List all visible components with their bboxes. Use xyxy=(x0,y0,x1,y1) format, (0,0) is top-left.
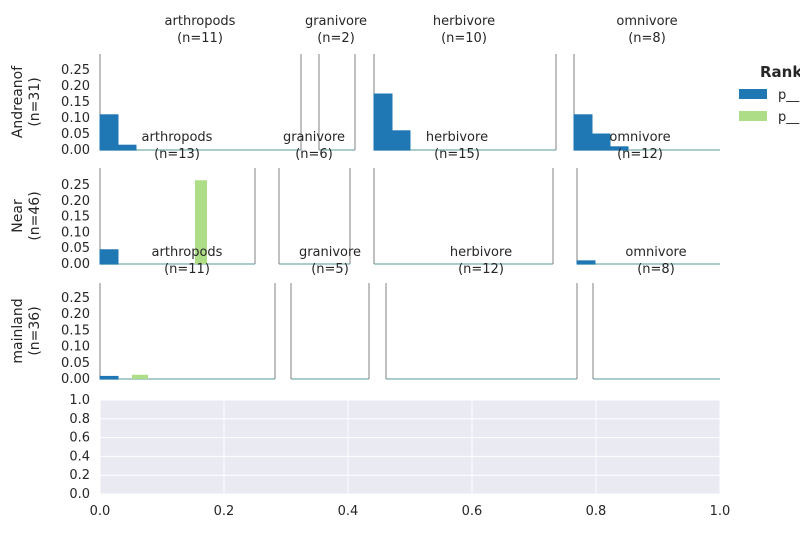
panel-count: (n=5) xyxy=(311,262,349,277)
y-tick-label: 0.25 xyxy=(61,291,90,306)
row-label: mainland(n=36) xyxy=(10,298,43,363)
row-label-line: (n=31) xyxy=(27,77,43,126)
subplot-row-2: 0.000.050.100.150.200.25Near(n=46)arthro… xyxy=(10,130,720,272)
x-tick-label: 0.6 xyxy=(462,504,483,519)
x-tick-label: 0.2 xyxy=(214,504,235,519)
y-tick-label: 0.00 xyxy=(61,257,90,272)
bottom-axes: 0.0 0.2 0.4 0.6 0.8 1.0 0.0 0.2 0.4 0.6 0.8 1.0 xyxy=(69,393,730,519)
y-tick-label: 0.10 xyxy=(61,111,90,126)
panel-count: (n=12) xyxy=(458,262,504,277)
row-label: Near(n=46) xyxy=(10,191,43,240)
legend: Rank p__ p__ xyxy=(739,63,800,125)
panel-count: (n=8) xyxy=(628,31,666,46)
panel-title: herbivore xyxy=(426,130,488,145)
panel-count: (n=10) xyxy=(441,31,487,46)
panel-title: arthropods xyxy=(165,14,236,29)
row-label-line: mainland xyxy=(10,298,26,363)
bar-series1 xyxy=(99,249,119,265)
y-tick-label: 0.6 xyxy=(69,431,90,446)
y-tick-label: 0.10 xyxy=(61,340,90,355)
row-label-line: (n=46) xyxy=(27,191,43,240)
panel-count: (n=6) xyxy=(295,147,333,162)
row-label-line: Near xyxy=(10,199,26,233)
y-tick-label: 0.15 xyxy=(61,210,90,225)
y-tick-label: 0.2 xyxy=(69,468,90,483)
y-tick-label: 0.4 xyxy=(69,449,90,464)
panel-count: (n=11) xyxy=(164,262,210,277)
y-tick-label: 0.15 xyxy=(61,95,90,110)
subplot-row-1: 0.000.050.100.150.200.25 Andreanof(n=31) a… xyxy=(10,14,720,158)
panel-count: (n=11) xyxy=(177,31,223,46)
bar-series1 xyxy=(99,375,119,380)
y-tick-label: 0.05 xyxy=(61,127,90,142)
panel-title: granivore xyxy=(299,245,361,260)
y-tick-label: 0.25 xyxy=(61,178,90,193)
y-tick-label: 0.05 xyxy=(61,356,90,371)
y-tick-label: 0.10 xyxy=(61,225,90,240)
y-tick-label: 0.05 xyxy=(61,241,90,256)
bar-series1 xyxy=(576,260,596,265)
bar-series1 xyxy=(373,93,393,151)
y-tick-label: 0.8 xyxy=(69,412,90,427)
x-tick-label: 0.8 xyxy=(586,504,607,519)
x-tick-label: 1.0 xyxy=(710,504,731,519)
row-label-line: Andreanof xyxy=(10,65,26,138)
panel-title: herbivore xyxy=(433,14,495,29)
legend-title: Rank xyxy=(760,63,800,81)
panel-count: (n=12) xyxy=(617,147,663,162)
bar-series1 xyxy=(391,130,411,151)
y-tick-label: 0.25 xyxy=(61,63,90,78)
legend-swatch xyxy=(739,89,767,99)
panel-title: arthropods xyxy=(142,130,213,145)
panel-count: (n=13) xyxy=(154,147,200,162)
y-tick-label: 0.00 xyxy=(61,143,90,158)
bar-series2 xyxy=(195,180,207,264)
panel-title: granivore xyxy=(283,130,345,145)
y-tick-label: 0.20 xyxy=(61,79,90,94)
panel-title: omnivore xyxy=(609,130,670,145)
x-tick-label: 0.0 xyxy=(90,504,111,519)
subplot-row-3: 0.000.050.100.150.200.25mainland(n=36)ar… xyxy=(10,245,720,387)
bar-series1 xyxy=(117,144,137,151)
panel-title: herbivore xyxy=(450,245,512,260)
legend-swatch xyxy=(739,111,767,121)
y-tick-label: 0.0 xyxy=(69,487,90,502)
bar-series1 xyxy=(591,133,611,151)
panel-title: omnivore xyxy=(625,245,686,260)
bar-series1 xyxy=(573,114,593,151)
panel-title: omnivore xyxy=(616,14,677,29)
bar-series1 xyxy=(609,146,629,151)
panel-count: (n=8) xyxy=(637,262,675,277)
y-tick-label: 0.20 xyxy=(61,307,90,322)
panel-count: (n=15) xyxy=(434,147,480,162)
y-tick-label: 0.20 xyxy=(61,194,90,209)
row-label-line: (n=36) xyxy=(27,306,43,355)
bottom-axes-background xyxy=(100,400,720,494)
y-tick-label: 0.15 xyxy=(61,323,90,338)
panel-count: (n=2) xyxy=(317,31,355,46)
panel-title: arthropods xyxy=(152,245,223,260)
y-tick-label: 0.00 xyxy=(61,372,90,387)
x-tick-label: 0.4 xyxy=(338,504,359,519)
panel-title: granivore xyxy=(305,14,367,29)
legend-label: p__ xyxy=(778,88,800,103)
bar-series2 xyxy=(132,374,148,379)
bar-series1 xyxy=(99,114,119,151)
legend-label: p__ xyxy=(778,110,800,125)
y-tick-label: 1.0 xyxy=(69,393,90,408)
row-label: Andreanof(n=31) xyxy=(10,65,43,138)
